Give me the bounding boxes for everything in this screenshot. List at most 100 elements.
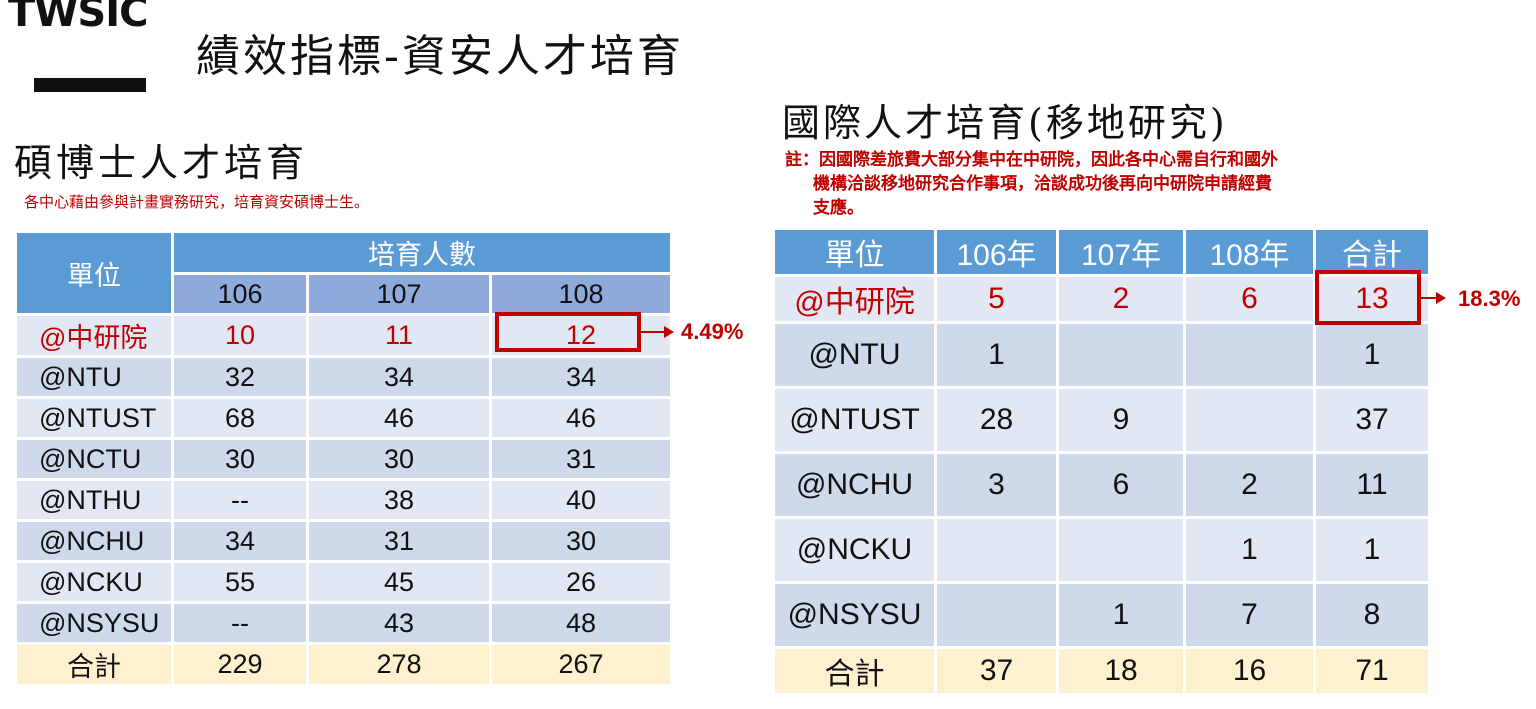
- total-cell: 278: [309, 645, 489, 684]
- cell: 30: [309, 440, 489, 478]
- table-row: @NCHU 34 31 30: [17, 522, 670, 560]
- table-row: @NTU 1 1: [775, 324, 1428, 386]
- header-year: 106: [174, 275, 306, 313]
- callout-percentage: 18.3%: [1458, 286, 1521, 311]
- table-row: @NSYSU 1 7 8: [775, 584, 1428, 646]
- highlight-box: [1315, 270, 1421, 325]
- header-unit: 單位: [775, 230, 934, 274]
- header-unit: 單位: [17, 233, 171, 313]
- left-section-title: 碩博士人才培育: [14, 141, 309, 185]
- cell: 45: [309, 563, 489, 601]
- cell: [1059, 324, 1183, 386]
- table-row: @NSYSU -- 43 48: [17, 604, 670, 642]
- total-row: 合計 229 278 267: [17, 645, 670, 684]
- cell: 68: [174, 399, 306, 437]
- cell: 32: [174, 358, 306, 396]
- total-cell: 16: [1186, 649, 1313, 693]
- table-row: @NTUST 68 46 46: [17, 399, 670, 437]
- cell: 31: [309, 522, 489, 560]
- row-unit: @NSYSU: [17, 604, 171, 642]
- total-cell: 18: [1059, 649, 1183, 693]
- cell: 2: [1186, 454, 1313, 516]
- cell: --: [174, 604, 306, 642]
- cell: 46: [309, 399, 489, 437]
- table-row: @NCHU 3 6 2 11: [775, 454, 1428, 516]
- table-row: @NCKU 1 1: [775, 519, 1428, 581]
- total-label: 合計: [17, 645, 171, 684]
- cell: 1: [937, 324, 1056, 386]
- page-title: 績效指標-資安人才培育: [196, 31, 684, 82]
- cell: 1: [1316, 324, 1428, 386]
- header-year: 108年: [1186, 230, 1313, 274]
- header-year: 107: [309, 275, 489, 313]
- logo: TWSIC: [8, 0, 148, 36]
- left-section-note: 各中心藉由參與計畫實務研究，培育資安碩博士生。: [24, 193, 370, 211]
- cell: 9: [1059, 389, 1183, 451]
- arrow-right-icon: [1436, 292, 1446, 304]
- row-unit: @NSYSU: [775, 584, 934, 646]
- cell: 7: [1186, 584, 1313, 646]
- table-row: @NCKU 55 45 26: [17, 563, 670, 601]
- table-row: @NTUST 28 9 37: [775, 389, 1428, 451]
- cell: 6: [1059, 454, 1183, 516]
- total-cell: 229: [174, 645, 306, 684]
- row-unit: @中研院: [775, 277, 934, 321]
- header-year: 106年: [937, 230, 1056, 274]
- row-unit: @NTU: [17, 358, 171, 396]
- cell: 1: [1059, 584, 1183, 646]
- row-unit: @NTU: [775, 324, 934, 386]
- cell: 30: [492, 522, 670, 560]
- cell: 11: [1316, 454, 1428, 516]
- right-section-title: 國際人才培育(移地研究): [782, 101, 1228, 145]
- cell: 40: [492, 481, 670, 519]
- cell: 55: [174, 563, 306, 601]
- cell: 6: [1186, 277, 1313, 321]
- cell: 43: [309, 604, 489, 642]
- cell: 2: [1059, 277, 1183, 321]
- row-unit: @NCTU: [17, 440, 171, 478]
- cell: 34: [174, 522, 306, 560]
- cell: 1: [1316, 519, 1428, 581]
- cell: 38: [309, 481, 489, 519]
- header-year: 108: [492, 275, 670, 313]
- cell: 48: [492, 604, 670, 642]
- cell: 30: [174, 440, 306, 478]
- note-line-3: 支應。: [813, 198, 864, 218]
- header-group: 培育人數: [174, 233, 670, 272]
- degree-training-table: 單位 培育人數 106 107 108 @中研院 10 11 12 @NTU 3…: [14, 230, 673, 687]
- header-year: 107年: [1059, 230, 1183, 274]
- cell: 34: [492, 358, 670, 396]
- cell: [1059, 519, 1183, 581]
- cell: 10: [174, 316, 306, 355]
- cell: 8: [1316, 584, 1428, 646]
- table-row: @NCTU 30 30 31: [17, 440, 670, 478]
- arrow-right-icon: [664, 326, 674, 338]
- highlight-box: [495, 312, 641, 352]
- cell: [937, 584, 1056, 646]
- cell: 34: [309, 358, 489, 396]
- international-training-table: 單位 106年 107年 108年 合計 @中研院 5 2 6 13 @NTU …: [772, 227, 1431, 696]
- cell: 28: [937, 389, 1056, 451]
- cell: 3: [937, 454, 1056, 516]
- row-unit: @NTUST: [17, 399, 171, 437]
- cell: 1: [1186, 519, 1313, 581]
- cell: 46: [492, 399, 670, 437]
- table-row: @NTU 32 34 34: [17, 358, 670, 396]
- row-unit: @NTHU: [17, 481, 171, 519]
- callout-percentage: 4.49%: [681, 319, 744, 344]
- cell: 26: [492, 563, 670, 601]
- cell: --: [174, 481, 306, 519]
- cell: 13: [1316, 277, 1428, 321]
- callout-arrow-line: [1421, 297, 1437, 299]
- cell: 31: [492, 440, 670, 478]
- row-unit: @NCHU: [775, 454, 934, 516]
- callout-arrow-line: [641, 331, 665, 333]
- cell: [1186, 389, 1313, 451]
- note-line-1: 註：因國際差旅費大部分集中在中研院，因此各中心需自行和國外: [785, 150, 1278, 170]
- right-section-note: 註：因國際差旅費大部分集中在中研院，因此各中心需自行和國外 機構洽談移地研究合作…: [785, 148, 1445, 220]
- cell: 37: [1316, 389, 1428, 451]
- total-cell: 37: [937, 649, 1056, 693]
- logo-underline: [34, 78, 146, 92]
- row-unit: @NTUST: [775, 389, 934, 451]
- cell: [937, 519, 1056, 581]
